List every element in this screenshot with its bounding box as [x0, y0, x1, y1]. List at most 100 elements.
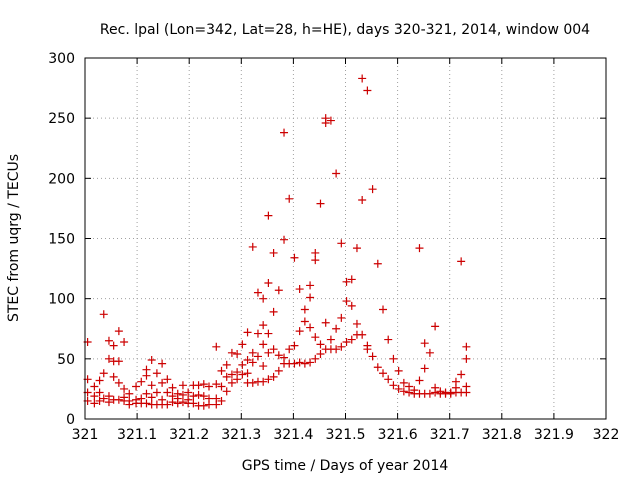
data-point	[415, 376, 424, 385]
data-point	[248, 378, 257, 387]
data-point	[306, 293, 315, 302]
data-point	[163, 400, 172, 409]
data-point	[212, 400, 221, 409]
data-point	[389, 354, 398, 363]
data-point	[243, 356, 252, 365]
y-tick-label: 150	[48, 232, 75, 248]
y-axis-label: STEC from uqrg / TECUs	[6, 154, 22, 322]
data-point	[352, 319, 361, 328]
x-tick-label: 321.1	[117, 427, 157, 443]
data-point	[204, 382, 213, 391]
data-point	[184, 388, 193, 397]
data-point	[212, 342, 221, 351]
data-point	[425, 348, 434, 357]
data-point	[342, 277, 351, 286]
data-point	[462, 388, 471, 397]
data-point	[399, 378, 408, 387]
data-point	[227, 378, 236, 387]
data-point	[178, 390, 187, 399]
data-point	[243, 369, 252, 378]
data-point	[316, 340, 325, 349]
data-point	[158, 378, 167, 387]
data-point	[248, 242, 257, 251]
data-point	[295, 327, 304, 336]
data-point	[389, 381, 398, 390]
data-point	[300, 317, 309, 326]
data-point	[104, 336, 113, 345]
data-point	[248, 358, 257, 367]
data-point	[295, 285, 304, 294]
data-point	[104, 398, 113, 407]
data-point	[217, 382, 226, 391]
data-point	[142, 371, 151, 380]
x-tick-label: 321.8	[482, 427, 522, 443]
data-point	[264, 375, 273, 384]
data-point	[274, 286, 283, 295]
axis-ticks: 321 321.1 321.2 321.3 321.4 321.5 321.6 321.7 32…	[48, 51, 619, 443]
data-point	[300, 305, 309, 314]
data-point	[316, 199, 325, 208]
data-point	[120, 384, 129, 393]
data-point	[274, 351, 283, 360]
data-point	[321, 118, 330, 127]
data-point	[104, 354, 113, 363]
data-point	[238, 370, 247, 379]
data-point	[405, 388, 414, 397]
data-point	[233, 375, 242, 384]
data-point	[158, 359, 167, 368]
data-point	[114, 395, 123, 404]
data-point	[253, 288, 262, 297]
data-point	[290, 359, 299, 368]
data-point	[233, 368, 242, 377]
data-point	[95, 388, 104, 397]
data-point	[259, 362, 268, 371]
data-point	[259, 340, 268, 349]
data-point	[269, 345, 278, 354]
data-point	[114, 357, 123, 366]
data-point	[457, 257, 466, 266]
data-point	[125, 389, 134, 398]
data-points	[83, 74, 471, 410]
data-point	[285, 194, 294, 203]
data-point	[253, 352, 262, 361]
data-point	[163, 388, 172, 397]
data-point	[147, 393, 156, 402]
data-point	[358, 330, 367, 339]
data-point	[142, 389, 151, 398]
data-point	[168, 383, 177, 392]
y-tick-label: 50	[57, 352, 75, 368]
grid-lines	[85, 58, 606, 419]
data-point	[394, 366, 403, 375]
data-point	[217, 366, 226, 375]
data-point	[90, 399, 99, 408]
data-point	[358, 195, 367, 204]
data-point	[199, 392, 208, 401]
data-point	[420, 364, 429, 373]
data-point	[373, 259, 382, 268]
data-point	[363, 86, 372, 95]
data-point	[95, 376, 104, 385]
data-point	[337, 342, 346, 351]
data-point	[109, 341, 118, 350]
data-point	[300, 359, 309, 368]
data-point	[125, 400, 134, 409]
data-point	[147, 356, 156, 365]
data-point	[332, 324, 341, 333]
y-tick-label: 250	[48, 111, 75, 127]
data-point	[99, 310, 108, 319]
data-point	[332, 169, 341, 178]
data-point	[173, 399, 182, 408]
data-point	[379, 305, 388, 314]
chart-title: Rec. lpal (Lon=342, Lat=28, h=HE), days …	[100, 22, 590, 38]
data-point	[457, 370, 466, 379]
x-tick-label: 321.5	[325, 427, 365, 443]
data-point	[269, 372, 278, 381]
x-tick-label: 321	[72, 427, 99, 443]
data-point	[280, 128, 289, 137]
data-point	[264, 348, 273, 357]
data-point	[163, 375, 172, 384]
data-point	[194, 381, 203, 390]
data-point	[189, 399, 198, 408]
data-point	[415, 244, 424, 253]
